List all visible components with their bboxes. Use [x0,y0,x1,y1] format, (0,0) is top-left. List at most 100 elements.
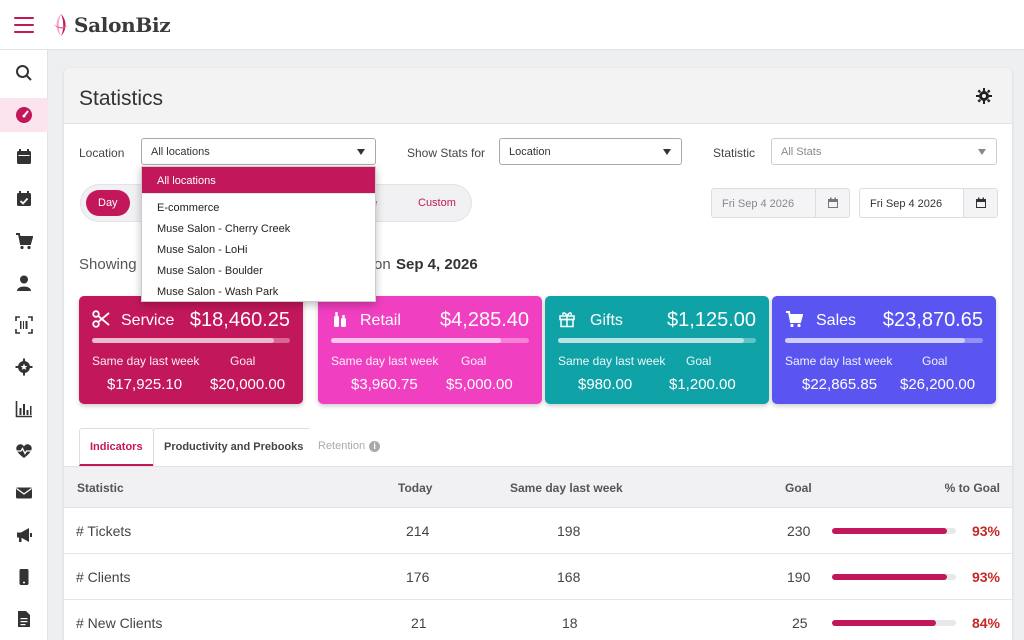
period-custom-button[interactable]: Custom [418,197,456,209]
statistic-select-value: All Stats [781,146,822,158]
date-to-value: Fri Sep 4 2026 [870,198,943,210]
info-icon[interactable]: i [369,441,381,452]
cell-statistic: # Clients [76,569,131,585]
sales-card[interactable]: Sales $23,870.65 Same day last week Goal… [772,296,996,404]
card-progress-fill [92,338,275,343]
location-option-all[interactable]: All locations [142,167,375,193]
cell-statistic: # New Clients [76,615,163,631]
sidebar-item-marketing[interactable] [0,518,48,552]
card-goal-value: $5,000.00 [446,376,513,393]
calendar-icon[interactable] [963,189,997,217]
goal-progress-bar [832,528,956,534]
card-progress-bar [558,338,756,343]
date-to-input[interactable]: Fri Sep 4 2026 [859,188,998,218]
heartbeat-icon [16,444,32,458]
retail-card[interactable]: Retail $4,285.40 Same day last week Goal… [318,296,542,404]
sidebar-item-documents[interactable] [0,602,48,636]
page-title: Statistics [79,87,164,110]
sidebar-item-health[interactable] [0,434,48,468]
card-goal-value: $1,200.00 [669,376,736,393]
show-stats-label: Show Stats for [407,146,486,160]
logo[interactable]: SalonBiz [52,12,171,38]
card-name: Gifts [590,312,623,329]
chevron-down-icon [357,149,365,155]
cell-goal: 190 [787,569,811,585]
sidebar-item-clients[interactable] [0,266,48,300]
location-select[interactable]: All locations [141,138,376,165]
dropdown-divider [142,193,375,194]
tab-retention: Retention i [308,428,391,466]
card-total: $23,870.65 [882,309,983,331]
sidebar [0,50,48,640]
cell-pct-to-goal: 93% [971,523,1000,539]
showing-prefix: Showing [79,256,137,273]
card-progress-bar [785,338,983,343]
sidebar-item-mobile[interactable] [0,560,48,594]
col-goal[interactable]: Goal [785,481,812,495]
col-statistic[interactable]: Statistic [77,481,124,495]
sidebar-item-reports[interactable] [0,392,48,426]
card-progress-fill [558,338,745,343]
card-progress-bar [92,338,290,343]
gift-icon [559,312,575,328]
panel-header: Statistics [64,68,1012,124]
sidebar-item-messages[interactable] [0,476,48,510]
card-last-week-label: Same day last week [92,354,200,368]
calendar-icon[interactable] [815,189,849,217]
table-header: Statistic Today Same day last week Goal … [64,466,1012,508]
cell-last-week: 198 [557,523,581,539]
tab-retention-label: Retention [318,440,366,452]
location-option-wash-park[interactable]: Muse Salon - Wash Park [157,286,279,298]
cart-icon [16,233,33,250]
sidebar-item-inventory[interactable] [0,308,48,342]
show-stats-select[interactable]: Location [499,138,682,165]
location-option-lohi[interactable]: Muse Salon - LoHi [157,244,248,256]
cell-today: 21 [411,615,427,631]
card-last-week-value: $22,865.85 [802,376,878,393]
card-progress-bar [331,338,529,343]
card-goal-value: $20,000.00 [210,376,286,393]
card-goal-label: Goal [686,354,712,368]
card-last-week-label: Same day last week [785,354,893,368]
statistics-panel: Statistics Location All locations Show S… [64,68,1012,640]
goal-progress-bar [832,620,956,626]
col-pct-to-goal[interactable]: % to Goal [944,481,1000,495]
col-today[interactable]: Today [398,481,433,495]
sidebar-item-calendar[interactable] [0,140,48,174]
tab-indicators[interactable]: Indicators [79,428,154,466]
hamburger-menu-icon[interactable] [14,17,34,33]
showing-on: on [374,256,391,273]
statistic-select[interactable]: All Stats [771,138,997,165]
tab-productivity-prebooks[interactable]: Productivity and Prebooks [153,428,315,466]
sidebar-item-appointments[interactable] [0,182,48,216]
chevron-down-icon [978,149,986,155]
service-card[interactable]: Service $18,460.25 Same day last week Go… [79,296,303,404]
goal-progress-fill [832,620,937,626]
date-from-input[interactable]: Fri Sep 4 2026 [711,188,850,218]
location-option-boulder[interactable]: Muse Salon - Boulder [157,265,263,277]
mail-icon [16,487,32,499]
location-option-ecommerce[interactable]: E-commerce [157,202,220,214]
sidebar-item-settings[interactable] [0,350,48,384]
col-last-week[interactable]: Same day last week [510,481,623,495]
mobile-icon [19,569,29,585]
date-from-value: Fri Sep 4 2026 [722,198,795,210]
sidebar-item-search[interactable] [0,56,48,90]
sidebar-item-dashboard[interactable] [0,98,48,132]
gear-star-icon [15,358,33,376]
sidebar-item-pos[interactable] [0,224,48,258]
card-goal-label: Goal [922,354,948,368]
card-progress-fill [331,338,502,343]
table-row: # New Clients 21 18 25 84% [64,600,1012,640]
cell-pct-to-goal: 93% [971,569,1000,585]
showing-date: Sep 4, 2026 [396,256,478,273]
top-bar: SalonBiz [0,0,1024,50]
gifts-card[interactable]: Gifts $1,125.00 Same day last week Goal … [545,296,769,404]
period-day-button[interactable]: Day [86,190,130,216]
calendar-icon [17,149,31,164]
cell-goal: 230 [787,523,811,539]
card-last-week-value: $3,960.75 [351,376,418,393]
gear-icon[interactable] [976,88,992,104]
location-option-cherry-creek[interactable]: Muse Salon - Cherry Creek [157,223,291,235]
goal-progress-bar [832,574,956,580]
